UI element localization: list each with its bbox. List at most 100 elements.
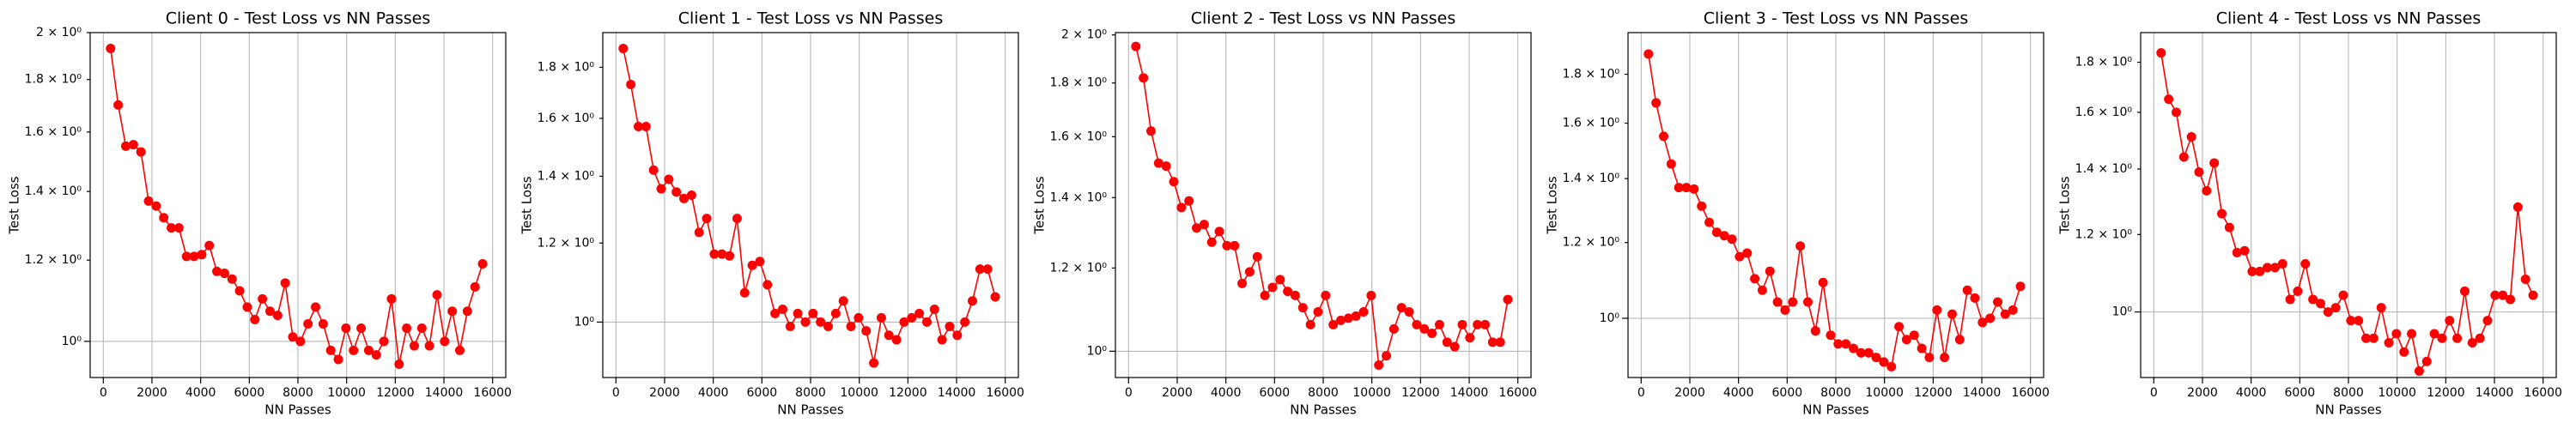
loss-point: [379, 336, 389, 347]
loss-point: [1442, 337, 1452, 347]
loss-point: [1826, 330, 1836, 341]
loss-point: [982, 264, 993, 275]
loss-point: [2354, 316, 2364, 326]
x-axis-label: NN Passes: [777, 402, 844, 418]
loss-point: [2490, 290, 2500, 300]
loss-point: [914, 308, 925, 318]
loss-point: [2224, 222, 2234, 233]
loss-point: [1412, 319, 1422, 329]
y-tick-label: 1.6 × 10⁰: [538, 112, 595, 125]
x-tick-label: 4000: [1211, 386, 1242, 400]
loss-point: [2300, 258, 2311, 269]
loss-point: [1267, 282, 1278, 293]
loss-point: [1252, 251, 1262, 262]
x-tick-label: 6000: [1260, 386, 1291, 400]
loss-point: [1901, 335, 1911, 345]
y-axis-label: Test Loss: [1545, 176, 1560, 234]
loss-point: [2429, 329, 2439, 339]
loss-point: [1328, 319, 1339, 329]
loss-point: [960, 317, 970, 327]
loss-point: [1757, 285, 1767, 295]
y-axis-label: Test Loss: [2057, 176, 2073, 234]
loss-point: [159, 213, 169, 223]
x-tick-label: 2000: [137, 386, 167, 400]
loss-point: [1465, 333, 1475, 343]
loss-point: [1658, 131, 1668, 142]
loss-point: [929, 304, 939, 314]
loss-point: [838, 296, 848, 306]
x-tick-label: 12000: [1914, 386, 1953, 400]
x-tick-label: 4000: [2236, 386, 2267, 400]
loss-point: [167, 223, 177, 233]
loss-point: [1992, 297, 2002, 307]
loss-point: [952, 330, 963, 341]
loss-point: [816, 317, 826, 327]
x-tick-label: 14000: [1963, 386, 2002, 400]
loss-point: [1954, 335, 1965, 345]
loss-point: [295, 336, 306, 347]
loss-point: [1457, 319, 1467, 329]
loss-point: [777, 304, 787, 314]
loss-point: [106, 43, 116, 53]
loss-point: [1503, 294, 1513, 305]
loss-point: [2528, 290, 2538, 300]
loss-point: [2239, 245, 2250, 256]
x-tick-label: 10000: [2378, 386, 2416, 400]
y-tick-label: 1.4 × 10⁰: [538, 169, 595, 183]
loss-point: [618, 43, 629, 53]
loss-point: [402, 323, 412, 333]
loss-point: [2414, 366, 2424, 377]
y-tick-label: 1.4 × 10⁰: [25, 184, 82, 198]
subplot: Client 3 - Test Loss vs NN Passes 0 2000 40…: [1545, 9, 2050, 418]
loss-point: [967, 296, 977, 306]
loss-point: [2308, 294, 2318, 305]
loss-point: [1917, 343, 1927, 353]
y-tick-label: 1.6 × 10⁰: [1563, 117, 1620, 130]
loss-line: [110, 48, 483, 365]
loss-point: [709, 249, 720, 259]
x-tick-label: 12000: [376, 386, 415, 400]
loss-point: [1336, 315, 1346, 325]
y-tick-label: 1.2 × 10⁰: [1563, 236, 1620, 250]
loss-point: [1727, 234, 1737, 245]
loss-point: [1404, 307, 1414, 317]
loss-point: [2323, 307, 2333, 317]
axes-frame: [1115, 32, 1532, 378]
loss-point: [1788, 297, 1798, 307]
loss-point: [1214, 227, 1224, 237]
loss-point: [1666, 159, 1676, 169]
loss-point: [227, 274, 237, 284]
loss-point: [1735, 251, 1745, 262]
loss-point: [2452, 333, 2463, 343]
loss-point: [440, 336, 450, 347]
x-tick-label: 0: [612, 386, 620, 400]
loss-point: [1970, 293, 1980, 303]
loss-point: [1711, 227, 1722, 238]
loss-point: [793, 308, 803, 318]
subplot-title: Client 0 - Test Loss vs NN Passes: [166, 9, 431, 28]
loss-point: [1343, 313, 1353, 323]
loss-point: [854, 312, 864, 323]
loss-point: [416, 323, 427, 333]
y-tick-label: 1.6 × 10⁰: [1050, 130, 1108, 143]
loss-point: [1145, 126, 1156, 136]
x-tick-label: 0: [1125, 386, 1133, 400]
loss-point: [990, 292, 1000, 302]
y-tick-label: 1.8 × 10⁰: [1050, 76, 1108, 90]
loss-point: [679, 193, 690, 203]
loss-point: [717, 249, 727, 259]
loss-point: [1479, 319, 1490, 329]
y-tick-label: 1.6 × 10⁰: [2075, 106, 2133, 119]
loss-point: [1230, 240, 1240, 251]
loss-point: [2164, 94, 2174, 105]
loss-point: [2482, 316, 2493, 326]
loss-point: [1495, 337, 1505, 347]
y-tick-label: 1.2 × 10⁰: [25, 253, 82, 267]
y-tick-label: 10⁰: [2112, 305, 2133, 319]
loss-point: [136, 147, 146, 157]
loss-point: [1139, 73, 1149, 83]
y-tick-label: 10⁰: [1600, 311, 1620, 325]
loss-point: [173, 223, 184, 233]
loss-point: [1833, 339, 1844, 349]
loss-point: [1985, 313, 1996, 323]
